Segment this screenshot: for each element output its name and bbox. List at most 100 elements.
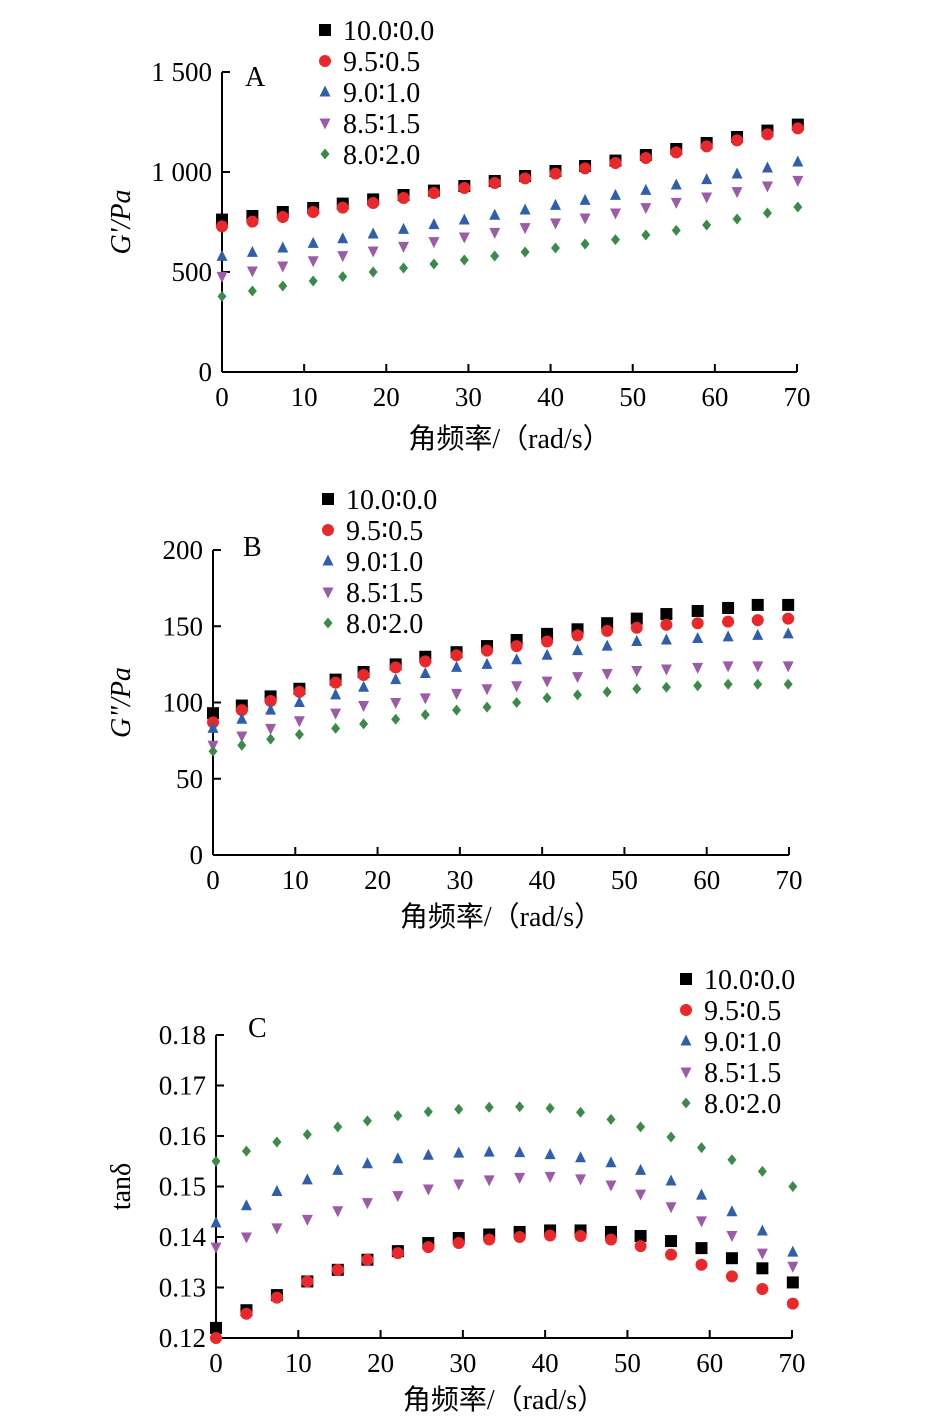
data-point xyxy=(576,1106,586,1118)
data-point xyxy=(333,1121,343,1133)
data-point xyxy=(550,218,561,230)
data-point xyxy=(670,178,682,190)
y-tick-label: 0.15 xyxy=(159,1172,206,1202)
data-point xyxy=(630,612,643,625)
data-point xyxy=(367,246,379,258)
y-tick-label: 0 xyxy=(199,357,213,387)
data-point xyxy=(761,128,774,141)
data-point xyxy=(549,167,562,180)
x-tick-label: 40 xyxy=(532,1348,559,1378)
data-point xyxy=(337,232,349,244)
legend: 10.0∶0.09.5∶0.59.0∶1.08.5∶1.58.0∶2.0 xyxy=(680,965,795,1120)
legend-marker xyxy=(320,148,330,160)
data-point xyxy=(481,644,494,657)
data-point xyxy=(454,1103,464,1115)
legend-label: 10.0∶0.0 xyxy=(343,16,434,47)
data-point xyxy=(514,1172,526,1184)
data-point xyxy=(217,290,227,302)
y-tick-label: 0 xyxy=(190,840,204,870)
legend-marker xyxy=(319,24,331,36)
legend-label: 8.0∶2.0 xyxy=(704,1089,781,1120)
data-point xyxy=(639,152,652,164)
data-point xyxy=(451,688,463,700)
data-point xyxy=(208,745,218,757)
x-tick-label: 70 xyxy=(776,865,803,895)
data-point xyxy=(301,1275,314,1288)
data-point xyxy=(701,192,713,204)
data-point xyxy=(277,261,289,273)
x-tick-label: 10 xyxy=(282,865,309,895)
data-point xyxy=(692,662,704,674)
legend-marker xyxy=(322,493,334,505)
data-point xyxy=(266,733,276,745)
data-point xyxy=(601,624,614,637)
data-point xyxy=(605,1156,617,1168)
data-point xyxy=(604,1233,617,1246)
series-2 xyxy=(216,122,804,233)
data-point xyxy=(782,627,794,639)
legend-marker xyxy=(323,617,333,629)
y-tick-label: 0.12 xyxy=(159,1323,206,1353)
data-point xyxy=(265,703,277,715)
data-point xyxy=(751,614,764,627)
data-point xyxy=(481,684,493,696)
data-point xyxy=(278,280,288,292)
data-point xyxy=(511,681,523,693)
data-point xyxy=(361,1157,373,1169)
data-point xyxy=(787,1261,799,1273)
data-point xyxy=(338,271,348,283)
data-point xyxy=(392,1152,404,1164)
data-point xyxy=(489,227,501,239)
data-point xyxy=(391,1247,404,1260)
series-3 xyxy=(210,1145,799,1257)
x-axis-title: 角频率/（rad/s） xyxy=(403,1384,605,1416)
x-tick-label: 30 xyxy=(455,382,482,412)
y-axis-title: G"/Pa xyxy=(106,667,137,738)
chart-panel-c: 0.12 0.13 0.14 0.15 0.16 0.17 0.18 0 10 20 30 40 50 6… xyxy=(106,965,806,1416)
x-tick-label: 30 xyxy=(446,865,473,895)
legend-label: 10.0∶0.0 xyxy=(704,965,795,996)
y-tick-label: 0.14 xyxy=(159,1222,207,1252)
y-tick-label: 0.16 xyxy=(159,1121,206,1151)
series-2 xyxy=(210,1229,799,1344)
data-point xyxy=(695,1216,707,1228)
data-point xyxy=(458,182,471,194)
data-point xyxy=(793,201,803,213)
legend-label: 9.5∶0.5 xyxy=(346,516,423,547)
data-point xyxy=(722,601,735,614)
data-point xyxy=(791,122,804,135)
data-point xyxy=(330,688,342,700)
data-point xyxy=(732,213,742,225)
data-point xyxy=(606,1113,616,1125)
series-1 xyxy=(207,598,795,720)
data-point xyxy=(641,229,651,241)
data-point xyxy=(515,1101,525,1113)
data-point xyxy=(753,678,763,690)
data-point xyxy=(666,1131,676,1143)
data-point xyxy=(241,1145,251,1157)
data-point xyxy=(782,661,794,673)
series-4 xyxy=(216,175,804,283)
data-point xyxy=(635,1189,647,1201)
data-point xyxy=(751,598,764,611)
data-point xyxy=(302,1128,312,1140)
data-point xyxy=(236,731,248,743)
data-point xyxy=(247,285,257,297)
data-point xyxy=(520,246,530,258)
data-point xyxy=(640,203,652,215)
data-point xyxy=(601,669,613,681)
data-point xyxy=(271,1223,283,1235)
data-point xyxy=(756,1283,769,1296)
data-point xyxy=(514,1146,526,1158)
data-point xyxy=(482,701,492,713)
series-5 xyxy=(211,1101,798,1192)
data-point xyxy=(246,215,259,228)
data-point xyxy=(545,1102,555,1114)
data-point xyxy=(702,219,712,231)
data-point xyxy=(575,1174,587,1186)
legend-label: 9.0∶1.0 xyxy=(343,78,420,109)
data-point xyxy=(483,1175,495,1187)
data-point xyxy=(307,236,319,248)
legend-label: 8.0∶2.0 xyxy=(343,140,420,171)
